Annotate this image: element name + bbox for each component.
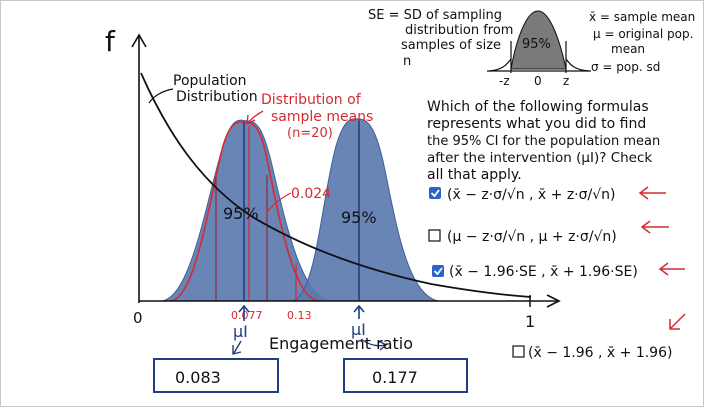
option-1[interactable]: (x̄ − z·σ/√n , x̄ + z·σ/√n) bbox=[429, 186, 666, 203]
question-line-4: after the intervention (μI)? Check bbox=[427, 150, 652, 166]
x-axis-label: Engagement ratio bbox=[269, 334, 413, 353]
right-tick-label: 0.13 bbox=[287, 309, 312, 322]
population-pointer bbox=[148, 88, 174, 104]
left-tick-label: 0.077 bbox=[231, 309, 263, 322]
sample-means-curve-outline bbox=[170, 121, 320, 302]
mu-left-label: μI bbox=[233, 322, 248, 341]
population-label-line-2: Distribution bbox=[176, 89, 258, 105]
answer-box-left-value: 0.083 bbox=[175, 368, 221, 387]
question: Which of the following formulas represen… bbox=[427, 99, 686, 361]
origin-label: 0 bbox=[133, 309, 143, 327]
tail-value-label: 0.024 bbox=[291, 186, 331, 202]
mu-left-to-box-arrow bbox=[232, 340, 242, 355]
sigma-definition: σ = pop. sd bbox=[591, 60, 660, 74]
option-1-check-icon bbox=[430, 189, 440, 198]
legend-bell-fill bbox=[510, 10, 567, 70]
legend-tick-zero: 0 bbox=[534, 74, 542, 88]
question-line-1: Which of the following formulas bbox=[427, 99, 649, 115]
tail-value-pointer bbox=[265, 192, 292, 215]
sampling-pointer bbox=[247, 110, 264, 124]
se-definition-line-3: samples of size bbox=[401, 38, 501, 53]
mu-right-label: μI bbox=[351, 320, 366, 339]
option-4[interactable]: (x̄ − 1.96 , x̄ + 1.96) bbox=[512, 345, 672, 361]
sampling-pointer-head bbox=[246, 114, 256, 126]
option-4-checkbox[interactable] bbox=[512, 345, 525, 358]
option-1-text: (x̄ − z·σ/√n , x̄ + z·σ/√n) bbox=[447, 187, 615, 203]
population-label-line-1: Population bbox=[173, 73, 247, 89]
legend-bell-percent: 95% bbox=[522, 37, 551, 52]
mu-definition-line-1: μ = original pop. bbox=[593, 27, 693, 41]
se-definition-line-4: n bbox=[403, 54, 411, 69]
y-axis-label: f bbox=[105, 25, 116, 58]
answer-box-right[interactable] bbox=[343, 358, 468, 393]
legend-tick-neg-z: -z bbox=[499, 74, 510, 88]
answer-box-left[interactable] bbox=[153, 358, 279, 393]
option-3[interactable]: (x̄ − 1.96·SE , x̄ + 1.96·SE) bbox=[432, 262, 685, 280]
sampling-label-line-1: Distribution of bbox=[261, 92, 362, 108]
population-curve bbox=[140, 72, 532, 298]
legend-tick-z: z bbox=[563, 74, 569, 88]
left-peak-percent: 95% bbox=[223, 204, 259, 223]
option-2-checkbox[interactable] bbox=[428, 229, 441, 242]
option-2-red-arrow bbox=[640, 220, 669, 234]
one-label: 1 bbox=[525, 312, 535, 331]
mu-right-arrow bbox=[353, 304, 365, 319]
option-3-red-arrow bbox=[658, 262, 685, 276]
mu-left-arrow bbox=[238, 304, 250, 321]
option-4-text: (x̄ − 1.96 , x̄ + 1.96) bbox=[528, 345, 672, 361]
option-4-red-arrow bbox=[669, 313, 686, 330]
question-line-5: all that apply. bbox=[427, 167, 522, 183]
right-peak-percent: 95% bbox=[341, 208, 377, 227]
question-line-2: represents what you did to find bbox=[427, 116, 646, 132]
sampling-label-line-3: (n=20) bbox=[287, 126, 333, 141]
y-axis-arrowhead bbox=[131, 33, 147, 48]
question-line-3: the 95% CI for the population mean bbox=[427, 134, 660, 149]
se-definition-line-1: SE = SD of sampling bbox=[368, 8, 502, 23]
answer-box-right-value: 0.177 bbox=[372, 368, 418, 387]
option-2[interactable]: (μ − z·σ/√n , μ + z·σ/√n) bbox=[428, 220, 669, 245]
legend: SE = SD of sampling distribution from sa… bbox=[368, 8, 695, 88]
option-3-checkbox[interactable] bbox=[432, 265, 444, 277]
x-axis-arrowhead bbox=[546, 294, 561, 308]
option-3-text: (x̄ − 1.96·SE , x̄ + 1.96·SE) bbox=[449, 264, 638, 280]
mu-right-to-box-arrow bbox=[360, 338, 388, 351]
option-1-checkbox[interactable] bbox=[429, 187, 441, 199]
sampling-label-line-2: sample means bbox=[271, 109, 373, 125]
mu-definition-line-2: mean bbox=[611, 42, 645, 56]
se-definition-line-2: distribution from bbox=[405, 23, 513, 38]
option-2-text: (μ − z·σ/√n , μ + z·σ/√n) bbox=[447, 229, 617, 245]
xbar-definition: x̄ = sample mean bbox=[589, 10, 695, 24]
graph: f 0 1 Population Distribution Distributi… bbox=[105, 25, 561, 393]
option-3-check-icon bbox=[433, 267, 443, 276]
option-1-red-arrow bbox=[638, 186, 666, 200]
